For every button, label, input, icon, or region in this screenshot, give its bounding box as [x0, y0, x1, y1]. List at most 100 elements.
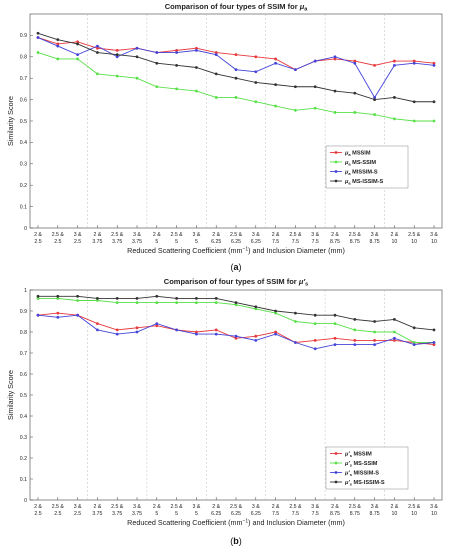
x-tick-label: 5 [195, 239, 198, 245]
data-point [56, 315, 60, 319]
x-tick-label: 3 & [252, 232, 260, 238]
data-point [294, 311, 297, 315]
data-point [76, 299, 79, 302]
legend-marker [334, 170, 338, 173]
data-point [412, 61, 416, 65]
data-point [115, 74, 119, 78]
x-tick-label: 7.5 [292, 239, 299, 245]
data-point [115, 53, 119, 57]
data-point [274, 309, 277, 313]
data-point [432, 61, 436, 65]
data-point [393, 117, 396, 121]
x-tick-label: 2 & [391, 232, 399, 238]
y-tick-label: 0.2 [20, 456, 27, 462]
x-tick-label: 2 & [34, 232, 42, 238]
data-point [36, 31, 40, 35]
data-point [274, 104, 277, 108]
x-tick-label: 7.5 [272, 239, 279, 245]
data-point [254, 55, 258, 59]
x-tick-label: 3 & [311, 232, 319, 238]
data-point [56, 42, 60, 46]
x-tick-label: 2.5 & [230, 504, 243, 510]
x-tick-label: 3 & [74, 232, 82, 238]
y-tick-label: 0.9 [20, 33, 27, 39]
x-tick-label: 8.75 [330, 239, 340, 245]
data-point [36, 313, 40, 317]
data-point [155, 61, 159, 65]
legend: μa MSSIM μa MS-SSIM μa MISSIM-S μa MS-ISSIM… [325, 145, 409, 189]
x-tick-label: 3 & [133, 232, 141, 238]
data-point [333, 322, 337, 325]
data-point [96, 44, 99, 48]
data-point [313, 339, 317, 342]
x-tick-label: 2.5 & [52, 504, 65, 510]
x-tick-label: 3 & [430, 232, 438, 238]
x-tick-label: 3.75 [112, 239, 122, 245]
data-point [36, 36, 40, 39]
x-tick-label: 2 & [272, 232, 280, 238]
data-point [135, 301, 139, 304]
data-point [155, 51, 159, 54]
x-tick-label: 2.5 [54, 511, 61, 517]
x-tick-label: 2.5 & [111, 232, 124, 238]
data-point [294, 108, 297, 112]
x-tick-label: 8.75 [370, 239, 380, 245]
legend-marker [334, 471, 338, 474]
chart-title: Comparison of four types of SSIM for μa [165, 2, 309, 13]
series-1 [36, 51, 436, 123]
data-point [294, 320, 297, 323]
data-point [234, 68, 238, 72]
data-point [234, 53, 238, 57]
y-tick-label: 0.7 [20, 76, 27, 82]
data-point [432, 63, 436, 67]
legend-label: μa MS-ISSIM-S [344, 179, 384, 186]
data-point [135, 326, 139, 330]
x-tick-label: 3.75 [92, 239, 102, 245]
data-point [333, 336, 337, 340]
data-point [155, 85, 159, 89]
data-point [214, 332, 218, 336]
series-0 [36, 36, 436, 72]
y-tick-label: 0.9 [20, 309, 27, 315]
data-point [353, 111, 357, 114]
x-tick-label: 3.75 [132, 511, 142, 517]
legend-label: μa MS-SSIM [344, 160, 376, 167]
data-point [274, 83, 277, 87]
data-point [135, 76, 139, 80]
data-point [353, 91, 357, 95]
data-point [214, 328, 218, 332]
subfigure-caption: (a) [230, 262, 241, 272]
data-point [175, 51, 179, 54]
data-point [56, 311, 60, 315]
x-tick-label: 8.75 [370, 511, 380, 517]
data-point [214, 96, 218, 99]
x-tick-label: 8.75 [350, 511, 360, 517]
data-point [313, 106, 317, 110]
series-3 [36, 294, 436, 332]
data-point [76, 42, 79, 46]
legend-label: μa MSSIM [344, 151, 371, 158]
data-point [115, 301, 119, 304]
legend-marker [334, 452, 338, 455]
data-point [294, 85, 297, 89]
data-point [214, 297, 218, 300]
data-point [333, 343, 337, 346]
x-axis-label: Reduced Scattering Coefficient (mm−1) an… [127, 518, 345, 527]
y-tick-label: 0.4 [20, 414, 27, 420]
y-tick-label: 0.2 [20, 183, 27, 189]
y-tick-label: 0.3 [20, 435, 27, 441]
data-point [333, 55, 337, 59]
data-point [36, 297, 40, 300]
data-point [96, 51, 99, 54]
x-tick-label: 2 & [212, 504, 220, 510]
data-point [96, 46, 99, 50]
data-point [274, 332, 277, 336]
x-tick-label: 6.25 [231, 511, 241, 517]
legend-label: μa MISSIM-S [344, 170, 378, 177]
data-point [373, 343, 376, 346]
x-tick-label: 7.5 [312, 239, 319, 245]
data-point [234, 336, 238, 340]
data-point [393, 59, 396, 63]
series-2 [36, 36, 436, 99]
data-point [56, 38, 60, 42]
